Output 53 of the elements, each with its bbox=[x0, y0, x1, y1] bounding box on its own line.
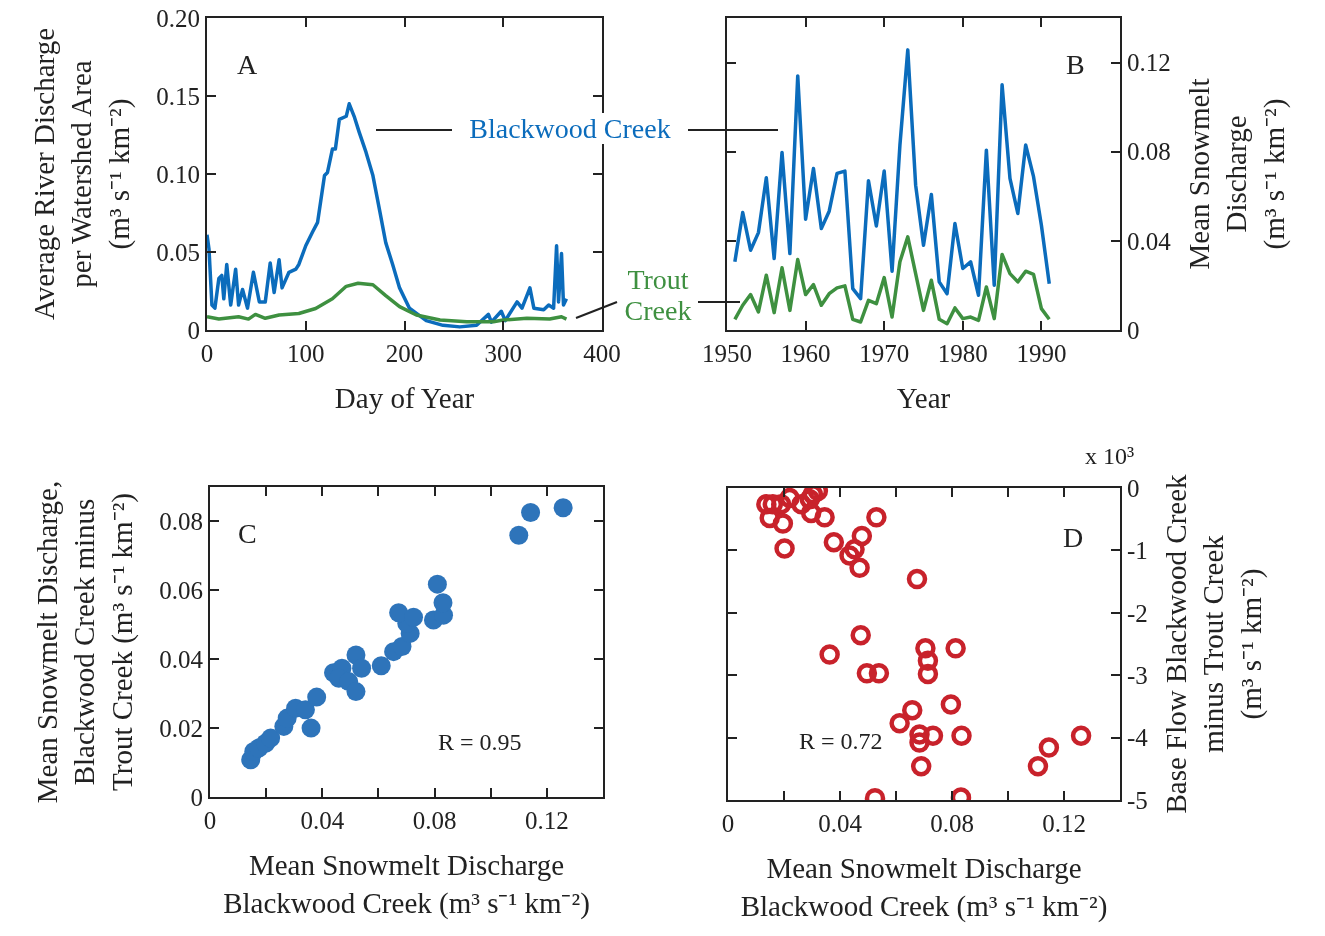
annotation: D bbox=[1063, 522, 1084, 553]
x-tick-label: 0.04 bbox=[300, 807, 345, 834]
x-axis-title: Mean Snowmelt Discharge Blackwood Creek (m³ s⁻¹ km⁻²) bbox=[740, 852, 1108, 923]
x-tick-label: 1950 bbox=[702, 340, 752, 367]
annotation: R = 0.95 bbox=[438, 729, 522, 755]
y2-tick-label: -1 bbox=[1127, 537, 1148, 565]
x-tick-label: 1980 bbox=[937, 340, 988, 367]
y2-axis-title: Base Flow Blackwood Creek minus Trout Creek (m³ s⁻¹ km⁻²) bbox=[1159, 473, 1269, 814]
y2-tick-label: 0.12 bbox=[1127, 49, 1171, 77]
y-axis-title: Average River Discharge per Watershed Area (m³ s⁻¹ km⁻²) bbox=[27, 27, 137, 321]
x-tick-label: 0.08 bbox=[930, 810, 974, 837]
y-tick-label: 0.02 bbox=[159, 714, 203, 742]
y-tick-label: 0.20 bbox=[156, 4, 200, 32]
y2-tick-label: 0 bbox=[1127, 316, 1140, 344]
y-axis-title: Mean Snowmelt Discharge, Blackwood Creek minus Trout Creek (m³ s⁻¹ km⁻²) bbox=[30, 480, 140, 804]
y2-tick-label: -2 bbox=[1127, 599, 1148, 627]
y-tick-label: 0.05 bbox=[156, 238, 200, 266]
text: Trout Creek bbox=[618, 264, 698, 326]
x-tick-label: 1970 bbox=[859, 340, 910, 367]
x-tick-label: 300 bbox=[484, 340, 522, 367]
y-tick-label: 0 bbox=[187, 316, 200, 344]
y-tick-label: 0.04 bbox=[159, 645, 204, 673]
x-tick-label: 0.04 bbox=[818, 810, 863, 837]
annotation: B bbox=[1066, 49, 1085, 80]
y2-tick-label: -4 bbox=[1127, 724, 1149, 752]
x-axis-title: Year bbox=[896, 382, 951, 415]
y2-tick-label: -5 bbox=[1127, 786, 1148, 814]
text: Blackwood Creek bbox=[455, 113, 685, 144]
y2-tick-label: 0.04 bbox=[1127, 227, 1172, 255]
y2-tick-label: 0.08 bbox=[1127, 138, 1171, 166]
y2-tick-label: 0 bbox=[1127, 474, 1140, 502]
x-tick-label: 0.12 bbox=[1042, 810, 1086, 837]
y-tick-label: 0.08 bbox=[159, 508, 203, 536]
x-tick-label: 200 bbox=[385, 340, 424, 367]
x-tick-label: 1990 bbox=[1016, 340, 1067, 367]
y-tick-label: 0 bbox=[190, 783, 203, 811]
x-tick-label: 0.12 bbox=[524, 807, 569, 834]
text: x 10³ bbox=[1085, 443, 1135, 469]
annotation: R = 0.72 bbox=[799, 728, 883, 754]
x-tick-label: 0.08 bbox=[412, 807, 457, 834]
x-tick-label: 0 bbox=[721, 810, 735, 837]
annotation: C bbox=[238, 518, 257, 549]
y2-axis-title: Mean Snowmelt Discharge (m³ s⁻¹ km⁻²) bbox=[1182, 78, 1291, 270]
y-tick-label: 0.15 bbox=[156, 82, 200, 110]
x-tick-label: 400 bbox=[583, 340, 621, 367]
x-axis-title: Day of Year bbox=[334, 382, 475, 415]
x-axis-title: Mean Snowmelt Discharge Blackwood Creek (m³ s⁻¹ km⁻²) bbox=[223, 849, 590, 920]
y-tick-label: 0.06 bbox=[159, 577, 203, 605]
y-tick-label: 0.10 bbox=[156, 160, 200, 188]
annotation: A bbox=[237, 49, 258, 80]
x-tick-label: 1960 bbox=[780, 340, 831, 367]
x-tick-label: 100 bbox=[287, 340, 325, 367]
y2-tick-label: -3 bbox=[1127, 661, 1148, 689]
